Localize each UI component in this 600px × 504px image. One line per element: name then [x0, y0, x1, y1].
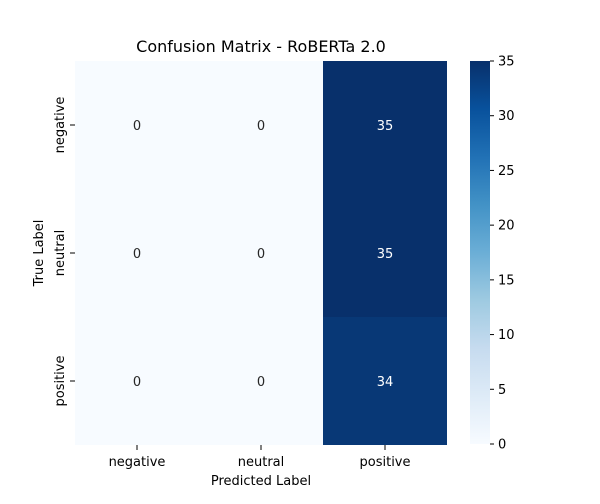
- cell-value-label: 0: [257, 247, 265, 262]
- heatmap-cell: [75, 189, 199, 317]
- cell-value-label: 0: [133, 119, 141, 134]
- y-tick-label: neutral: [53, 230, 68, 277]
- heatmap-cells: [75, 61, 447, 445]
- heatmap-cell: [75, 61, 199, 189]
- heatmap-cell: [323, 189, 447, 317]
- y-axis-ticks: negative neutral positive: [53, 97, 75, 407]
- x-tick-label: neutral: [238, 455, 285, 470]
- colorbar-tick-label: 20: [498, 219, 515, 234]
- colorbar-tick-label: 5: [498, 383, 506, 398]
- x-tick-label: positive: [360, 455, 411, 470]
- heatmap-cell: [199, 317, 323, 445]
- x-tick-label: negative: [109, 455, 166, 470]
- heatmap-cell: [323, 61, 447, 189]
- cell-value-label: 0: [133, 375, 141, 390]
- colorbar-gradient: [470, 61, 490, 444]
- colorbar-tick-label: 35: [498, 55, 515, 70]
- y-axis-label: True Label: [32, 220, 47, 288]
- heatmap-cell: [199, 189, 323, 317]
- cell-value-label: 35: [377, 119, 394, 134]
- colorbar-tick-label: 25: [498, 164, 515, 179]
- heatmap-cell: [75, 317, 199, 445]
- heatmap-cell-labels: 0 0 35 0 0 35 0 0 34: [133, 119, 393, 390]
- x-axis-ticks: negative neutral positive: [109, 445, 411, 470]
- colorbar-tick-label: 30: [498, 109, 515, 124]
- cell-value-label: 0: [257, 119, 265, 134]
- x-axis-label: Predicted Label: [211, 474, 311, 489]
- heatmap-cell: [323, 317, 447, 445]
- colorbar-ticks: 0 5 10 15 20 25 30 35: [490, 55, 515, 453]
- cell-value-label: 0: [133, 247, 141, 262]
- colorbar: [470, 61, 490, 444]
- cell-value-label: 34: [377, 375, 394, 390]
- cell-value-label: 35: [377, 247, 394, 262]
- heatmap-cell: [199, 61, 323, 189]
- y-tick-label: negative: [53, 97, 68, 154]
- colorbar-tick-label: 10: [498, 328, 515, 343]
- y-tick-label: positive: [53, 356, 68, 407]
- cell-value-label: 0: [257, 375, 265, 390]
- colorbar-tick-label: 15: [498, 273, 515, 288]
- chart-title: Confusion Matrix - RoBERTa 2.0: [136, 37, 386, 56]
- colorbar-tick-label: 0: [498, 438, 506, 453]
